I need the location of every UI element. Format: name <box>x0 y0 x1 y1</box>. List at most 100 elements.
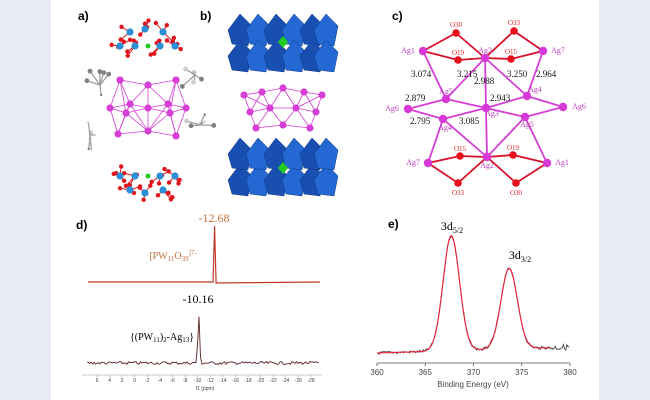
bond-distance-label: 3.250 <box>507 69 528 79</box>
atom-label: Ag3 <box>485 109 499 118</box>
ag-ag-bond <box>295 94 323 109</box>
ag-ag-bond <box>303 91 317 113</box>
nmr-spectrum-d: -12.68 [PW11O39]7- -10.16 {(PW11)2-Ag13}… <box>82 211 322 392</box>
xps-spectrum-e: 3d5/2 3d3/2 Binding Energy (eV) 360 365 37… <box>370 219 577 389</box>
carbon-atom <box>84 78 90 84</box>
silver-atom <box>182 104 190 112</box>
oxygen-atom <box>148 183 153 188</box>
ball-stick-structure-a <box>84 18 217 202</box>
carbon-atom <box>191 79 196 85</box>
bond <box>457 156 488 184</box>
atom-label: O15 <box>505 48 518 56</box>
carbon-atom <box>211 123 217 128</box>
silver-atom <box>106 104 114 112</box>
ag-ag-bond <box>117 112 127 135</box>
bond <box>486 116 526 158</box>
silver-atom <box>252 124 260 132</box>
oxygen-atom <box>507 55 515 63</box>
x-tick-label-d: -22 <box>270 378 277 384</box>
tungsten-atom <box>116 42 124 50</box>
atom-label: Ag4 <box>528 85 542 94</box>
silver-atom <box>538 46 548 56</box>
ag-ag-bond <box>117 130 149 135</box>
wo6-octahedron <box>227 39 253 73</box>
bond-distance-label: 2.964 <box>536 69 557 79</box>
tungsten-atom <box>156 172 164 180</box>
oxygen-atom <box>142 21 148 26</box>
ag-ag-bond <box>147 112 171 132</box>
oxygen-atom <box>452 29 460 37</box>
peak-label-bottom: -10.16 <box>183 292 214 306</box>
oxygen-atom <box>119 24 124 30</box>
atom-label: Ag5 <box>520 120 534 129</box>
x-tick-label-e: 380 <box>563 368 577 377</box>
atom-label: O30 <box>450 21 463 29</box>
po4-tetrahedron <box>278 36 288 48</box>
oxygen-atom <box>171 35 177 41</box>
silver-atom <box>240 91 248 99</box>
tungsten-atom <box>159 28 167 36</box>
oxygen-atom <box>121 178 127 183</box>
oxygen-atom <box>170 195 175 200</box>
bond-distance-label: 2.988 <box>474 76 495 86</box>
silver-atom <box>164 100 172 108</box>
ag-ag-bond <box>249 91 263 113</box>
atom-label: Ag6 <box>572 102 586 111</box>
ag-ag-bond <box>147 84 169 105</box>
silver-atom <box>172 76 180 84</box>
peak-label-3d32: 3d3/2 <box>509 248 531 264</box>
oxygen-atom <box>454 179 462 187</box>
ag-ag-bond <box>119 79 127 114</box>
silver-core-diagram-c: O30 O33 Ag1 Ag2 O19 O15 Ag7 Ag5 Ag4 Ag6 Ag3 Ag6 Ag4 A… <box>385 19 586 197</box>
carbon-bond <box>89 134 92 150</box>
bond <box>407 108 444 120</box>
silver-atom <box>292 104 300 112</box>
bond <box>459 155 488 158</box>
oxygen-atom <box>127 37 133 42</box>
bond <box>427 162 459 184</box>
bond <box>486 154 514 158</box>
bond <box>515 162 548 184</box>
bond <box>484 30 515 59</box>
wo6-octahedron <box>245 163 271 197</box>
carbon-atom <box>93 133 97 137</box>
bond <box>485 95 528 109</box>
ag-ag-bond <box>119 79 131 105</box>
silver-atom <box>522 91 532 101</box>
ag-ag-bond <box>109 79 121 109</box>
atom-label: O33 <box>508 19 521 27</box>
x-tick-label-d: -28 <box>307 378 314 384</box>
silver-atom <box>116 76 124 84</box>
oxygen-atom <box>509 151 517 159</box>
carbon-atom <box>188 123 194 129</box>
bond <box>422 32 457 52</box>
x-tick-label-e: 365 <box>419 368 433 377</box>
x-tick-label-d: -18 <box>244 378 251 384</box>
ag-ag-bond <box>147 79 177 86</box>
carbon-atom <box>184 118 189 124</box>
atom-label: Ag2 <box>480 161 494 170</box>
oxygen-atom <box>121 39 126 44</box>
atom-label: Ag1 <box>401 46 415 55</box>
tungsten-atom <box>126 28 134 36</box>
atom-label: O19 <box>452 49 465 57</box>
tungsten-atom <box>156 42 164 50</box>
silver-atom <box>480 53 490 63</box>
silver-atom <box>481 103 491 113</box>
atom-label: Ag5 <box>439 87 453 96</box>
ag-ag-bond <box>169 79 177 114</box>
ag-ag-bond <box>125 107 149 114</box>
bond-distance-label: 3.074 <box>411 69 432 79</box>
wo6-octahedron <box>227 137 253 171</box>
x-tick-label-e: 375 <box>515 368 529 377</box>
wo6-octahedron <box>227 163 253 197</box>
carbon-atom <box>87 147 90 151</box>
x-tick-label-d: -26 <box>295 378 302 384</box>
wo6-octahedron <box>245 137 271 171</box>
silver-atom <box>312 108 320 116</box>
bond <box>485 107 526 118</box>
oxygen-atom <box>178 46 183 52</box>
oxygen-atom <box>166 190 171 196</box>
silver-atom <box>306 124 314 132</box>
